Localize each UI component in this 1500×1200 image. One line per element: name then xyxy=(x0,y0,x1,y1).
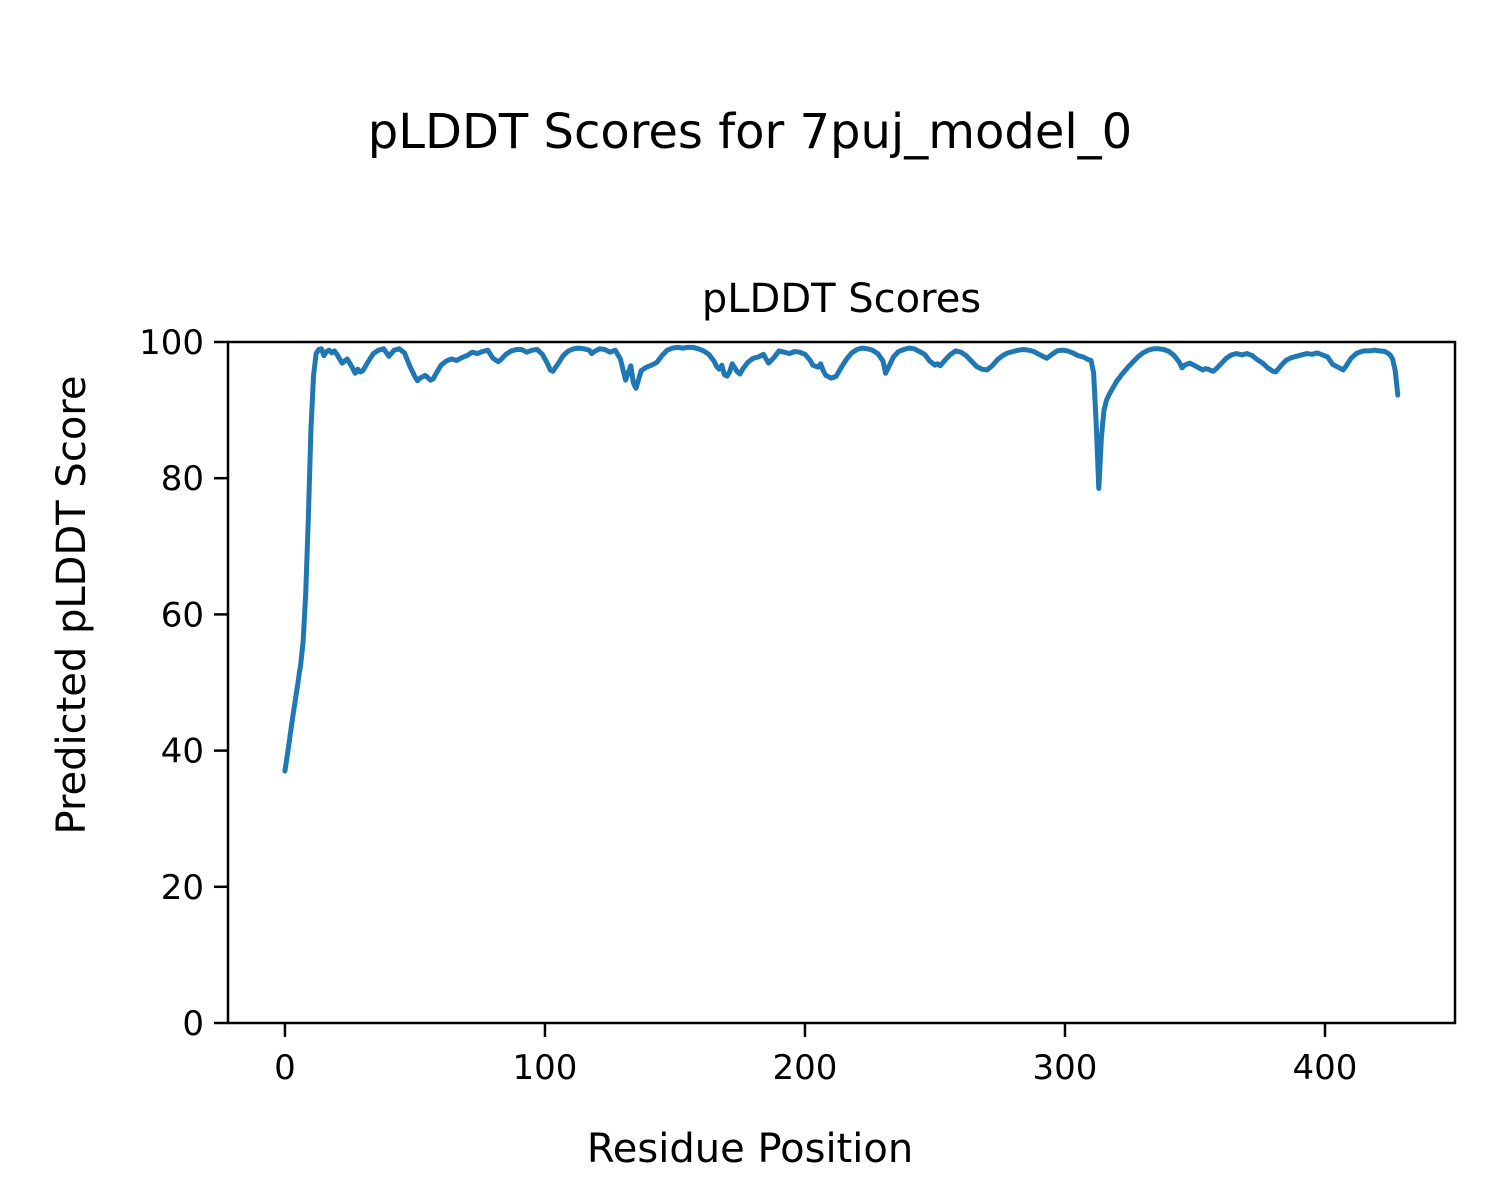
plot-area: 0 100 200 300 400 0 20 40 60 80 100 xyxy=(139,323,1457,1088)
y-tick-label: 40 xyxy=(161,732,204,772)
axes-frame xyxy=(226,340,1457,1025)
y-tick-label: 60 xyxy=(161,595,204,635)
y-tick-label: 20 xyxy=(161,868,204,908)
x-tick-label: 200 xyxy=(773,1048,838,1088)
x-tick-label: 0 xyxy=(274,1048,296,1088)
axes-title: pLDDT Scores xyxy=(701,276,982,322)
x-tick-label: 400 xyxy=(1293,1048,1358,1088)
y-tick-label: 80 xyxy=(161,459,204,499)
y-axis-label: Predicted pLDDT Score xyxy=(49,375,95,835)
x-tick-label: 100 xyxy=(513,1048,578,1088)
x-axis-label: Residue Position xyxy=(586,1126,914,1172)
plddt-line xyxy=(282,344,1401,774)
y-tick-label: 100 xyxy=(139,323,204,363)
figure-suptitle: pLDDT Scores for 7puj_model_0 xyxy=(367,104,1133,160)
x-tick-label: 300 xyxy=(1033,1048,1098,1088)
y-tick-label: 0 xyxy=(182,1004,204,1044)
